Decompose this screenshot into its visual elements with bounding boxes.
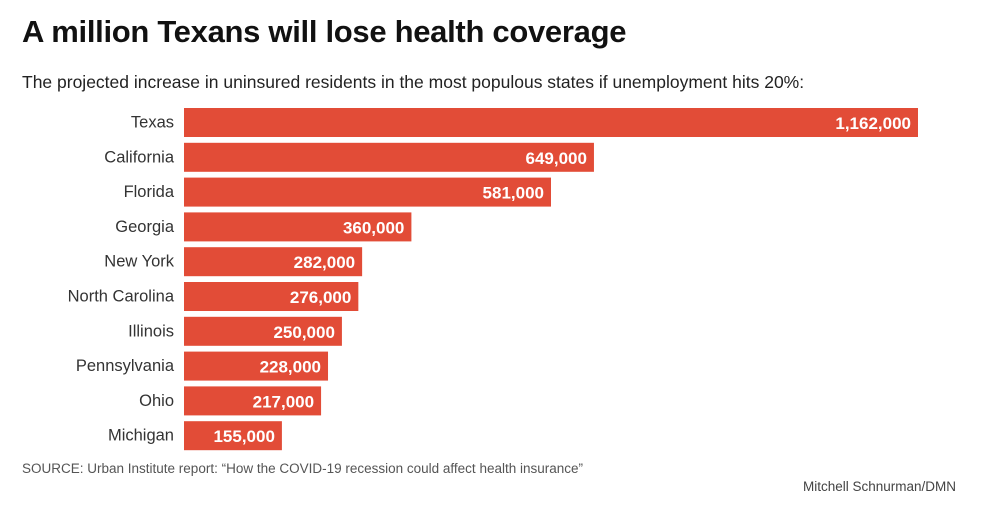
value-label: 155,000 — [213, 427, 274, 446]
category-label: Georgia — [115, 218, 175, 236]
source-note: SOURCE: Urban Institute report: “How the… — [22, 461, 584, 476]
category-label: Pennsylvania — [76, 357, 175, 375]
bar — [184, 421, 282, 451]
value-label: 649,000 — [526, 149, 587, 168]
value-label: 228,000 — [260, 358, 321, 377]
value-label: 276,000 — [290, 288, 351, 307]
bar — [184, 351, 329, 381]
value-label: 217,000 — [253, 392, 314, 411]
category-label: Florida — [124, 183, 175, 201]
bar — [184, 212, 412, 242]
category-label: Ohio — [139, 392, 174, 410]
category-label: Illinois — [128, 322, 174, 340]
category-label: Texas — [131, 114, 174, 132]
category-label: California — [104, 148, 175, 166]
bar — [184, 247, 363, 277]
category-label: New York — [104, 253, 174, 271]
bar — [184, 177, 551, 207]
bar-chart: Texas 1,162,000 California 649,000 Florida 58… — [68, 108, 918, 451]
bar — [184, 282, 359, 311]
bar — [184, 142, 594, 172]
bars-group: Texas 1,162,000 California 649,000 Florida 58… — [68, 108, 918, 451]
value-label: 1,162,000 — [835, 114, 911, 133]
category-label: North Carolina — [68, 288, 175, 306]
chart-subtitle: The projected increase in uninsured resi… — [22, 72, 805, 92]
bar — [184, 386, 322, 416]
credit-line: Mitchell Schnurman/DMN — [802, 479, 956, 494]
chart-title: A million Texans will lose health covera… — [22, 14, 627, 49]
bar — [184, 316, 342, 346]
value-label: 282,000 — [294, 253, 355, 272]
category-label: Michigan — [108, 427, 174, 445]
value-label: 581,000 — [483, 184, 544, 203]
bar — [184, 108, 918, 137]
value-label: 250,000 — [273, 323, 334, 342]
value-label: 360,000 — [343, 218, 404, 237]
